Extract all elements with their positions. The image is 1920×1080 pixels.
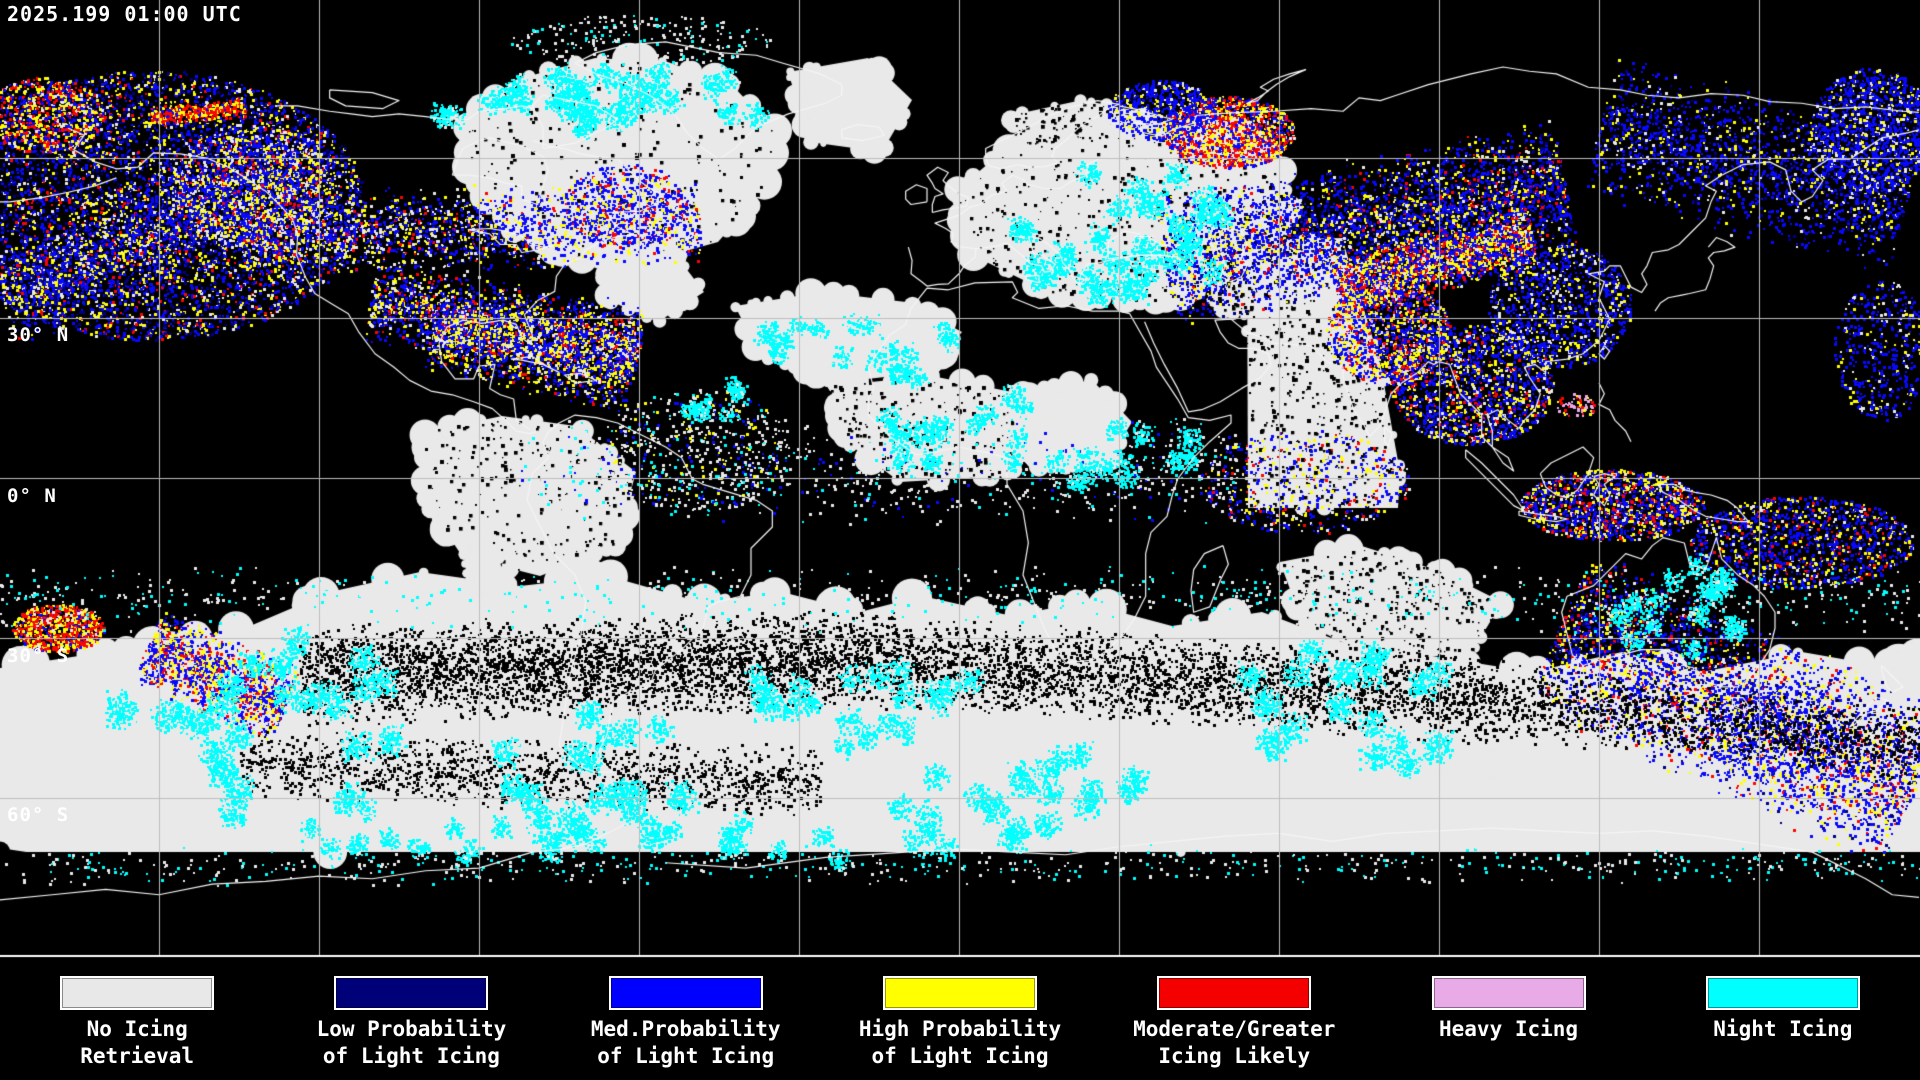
legend-label: of Light Icing: [322, 1044, 500, 1068]
legend-item-no-icing-retrieval: No Icing Retrieval: [0, 962, 274, 1080]
legend-label: Med.Probability: [590, 1017, 781, 1041]
legend-label: Moderate/Greater: [1133, 1017, 1336, 1041]
timestamp-label: 2025.199 01:00 UTC: [7, 2, 242, 26]
legend-item-moderate-greater-icing: Moderate/Greater Icing Likely: [1097, 962, 1371, 1080]
lat-label-30s: 30° S: [7, 645, 70, 667]
legend-bar: No Icing Retrieval Low Probability of Li…: [0, 962, 1920, 1080]
legend-label: Heavy Icing: [1439, 1017, 1579, 1041]
legend-item-med-prob-light-icing: Med.Probability of Light Icing: [549, 962, 823, 1080]
lat-label-60s: 60° S: [7, 804, 70, 826]
lat-label-0n: 0° N: [7, 485, 57, 507]
legend-label: Low Probability: [316, 1017, 507, 1041]
legend-label: No Icing: [86, 1017, 188, 1041]
legend-item-night-icing: Night Icing: [1646, 962, 1920, 1080]
legend-label: of Light Icing: [597, 1044, 775, 1068]
legend-swatch-no-icing-retrieval: [60, 976, 215, 1010]
legend-swatch-low-prob-light-icing: [334, 976, 489, 1010]
legend-label: High Probability: [858, 1017, 1062, 1041]
legend-label: of Light Icing: [871, 1044, 1049, 1068]
legend-swatch-med-prob-light-icing: [608, 976, 763, 1010]
legend-label: Retrieval: [80, 1044, 195, 1068]
legend-item-high-prob-light-icing: High Probability of Light Icing: [823, 962, 1097, 1080]
legend-swatch-night-icing: [1705, 976, 1860, 1010]
legend-swatch-heavy-icing: [1431, 976, 1586, 1010]
legend-item-heavy-icing: Heavy Icing: [1371, 962, 1645, 1080]
legend-swatch-moderate-greater-icing: [1157, 976, 1312, 1010]
legend-label: Night Icing: [1713, 1017, 1853, 1041]
legend-item-low-prob-light-icing: Low Probability of Light Icing: [274, 962, 548, 1080]
legend-swatch-high-prob-light-icing: [882, 976, 1037, 1010]
lat-label-30n: 30° N: [7, 324, 70, 346]
legend-label: Icing Likely: [1158, 1044, 1311, 1068]
